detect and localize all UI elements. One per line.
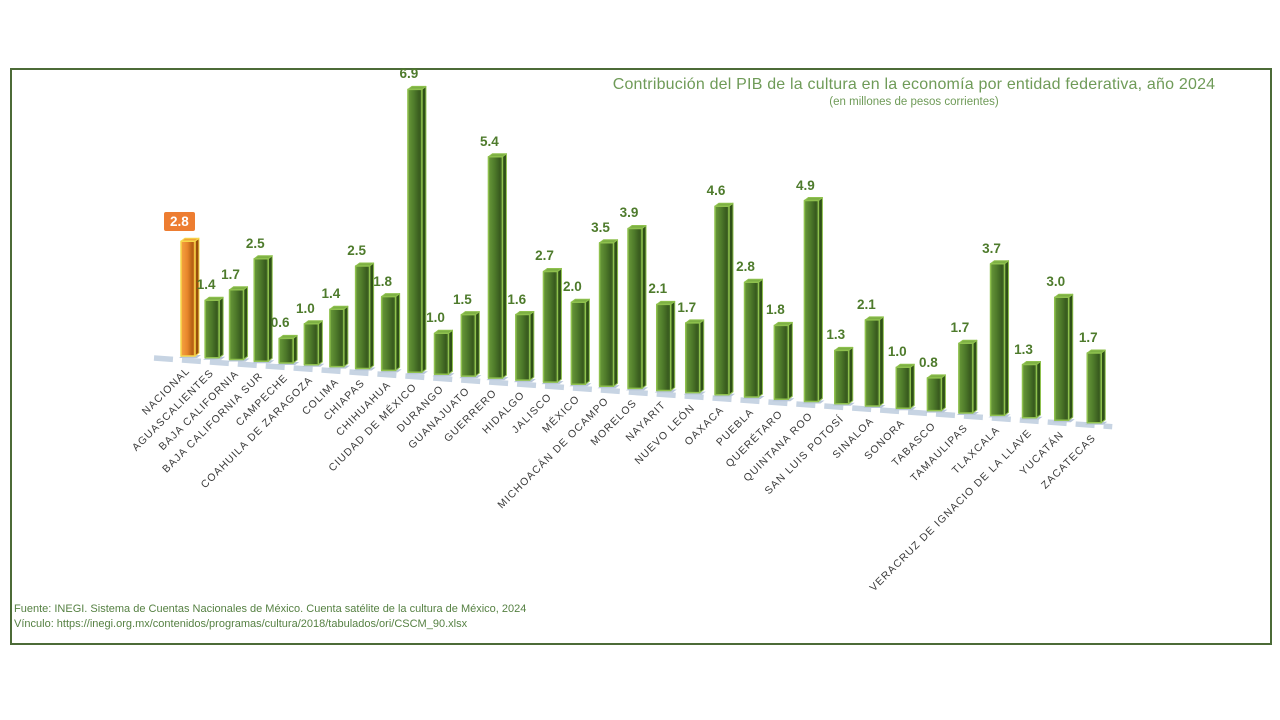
bar-sonora [895, 366, 912, 410]
bar-hidalgo [515, 313, 531, 381]
bar-jalisco [542, 270, 559, 383]
value-label-oaxaca: 4.6 [706, 183, 726, 199]
value-label-baja-california-sur: 2.5 [245, 235, 265, 251]
bar-m-xico [570, 301, 587, 385]
value-label-quintana-roo: 4.9 [796, 177, 815, 193]
bar-chiapas [354, 265, 371, 370]
value-label-durango: 1.0 [426, 310, 445, 326]
value-label-baja-california: 1.7 [221, 266, 240, 282]
value-label-tamaulipas: 1.7 [950, 320, 970, 336]
value-label-chihuahua: 1.8 [373, 273, 393, 289]
value-label-nayarit: 2.1 [648, 281, 668, 297]
bar-coahuila-de-zaragoza [303, 323, 320, 366]
source-footer: Fuente: INEGI. Sistema de Cuentas Nacion… [14, 602, 526, 632]
bar-zacatecas [1086, 352, 1102, 424]
value-label-veracruz-de-ignacio-de-la-llave: 1.3 [1014, 341, 1033, 357]
link-line: Vínculo: https://inegi.org.mx/contenidos… [14, 618, 468, 630]
value-label-aguascalientes: 1.4 [196, 277, 216, 293]
bar-guerrero [487, 155, 504, 379]
bar-ciudad-de-m-xico [407, 88, 423, 374]
value-label-guanajuato: 1.5 [452, 291, 472, 307]
value-label-tlaxcala: 3.7 [982, 240, 1001, 256]
bar-chihuahua [380, 295, 397, 372]
bar-guanajuato [460, 313, 477, 377]
value-label-hidalgo: 1.6 [507, 291, 527, 307]
bar-morelos [627, 227, 643, 390]
value-label-ciudad-de-m-xico: 6.9 [399, 66, 419, 82]
chart-title: Contribución del PIB de la cultura en la… [612, 76, 1216, 93]
bar-tamaulipas [958, 342, 974, 414]
bar-michoac-n-de-ocampo [598, 242, 615, 388]
bar-oaxaca [714, 205, 730, 396]
value-label-jalisco: 2.7 [535, 248, 554, 264]
value-label-sonora: 1.0 [887, 344, 907, 360]
bar-nuevo-le-n [684, 322, 701, 394]
value-label-michoac-n-de-ocampo: 3.5 [591, 219, 610, 235]
bar-tabasco [926, 377, 943, 412]
value-label-puebla: 2.8 [736, 259, 755, 275]
value-label-san-luis-potos-: 1.3 [826, 327, 846, 343]
bar-veracruz-de-ignacio-de-la-llave [1021, 363, 1038, 419]
national-value-badge: 2.8 [164, 212, 195, 232]
bar-tlaxcala [989, 262, 1006, 417]
value-label-sinaloa: 2.1 [856, 296, 876, 312]
value-label-tabasco: 0.8 [919, 354, 938, 370]
source-line: Fuente: INEGI. Sistema de Cuentas Nacion… [14, 603, 527, 615]
bar-puebla [743, 281, 760, 398]
bar-quer-taro [773, 324, 790, 400]
value-label-campeche: 0.6 [270, 315, 290, 331]
floor-dashed-axis [153, 355, 1113, 430]
bar-durango [433, 332, 450, 375]
value-label-colima: 1.4 [321, 286, 341, 302]
bar-baja-california [228, 288, 245, 361]
bar-yucat-n [1053, 296, 1070, 421]
bar-campeche [278, 337, 294, 364]
value-label-zacatecas: 1.7 [1078, 329, 1098, 345]
value-label-morelos: 3.9 [619, 205, 639, 221]
bar-aguascalientes [204, 299, 220, 359]
bar-sinaloa [864, 319, 881, 407]
bar-nayarit [655, 303, 672, 392]
value-label-coahuila-de-zaragoza: 1.0 [295, 300, 315, 316]
value-label-m-xico: 2.0 [562, 279, 582, 295]
chart-subtitle: (en millones de pesos corrientes) [829, 96, 999, 108]
bar-nacional [180, 240, 196, 357]
bar-baja-california-sur [253, 257, 269, 362]
bar-san-luis-potos- [834, 349, 850, 405]
value-label-chiapas: 2.5 [347, 242, 366, 258]
value-label-yucat-n: 3.0 [1046, 274, 1066, 290]
value-label-quer-taro: 1.8 [765, 302, 785, 318]
title-block: Contribución del PIB de la cultura en la… [564, 74, 1264, 110]
bar-colima [329, 308, 345, 368]
value-label-guerrero: 5.4 [480, 133, 499, 149]
value-label-nuevo-le-n: 1.7 [677, 299, 697, 315]
bar-quintana-roo [803, 199, 820, 403]
